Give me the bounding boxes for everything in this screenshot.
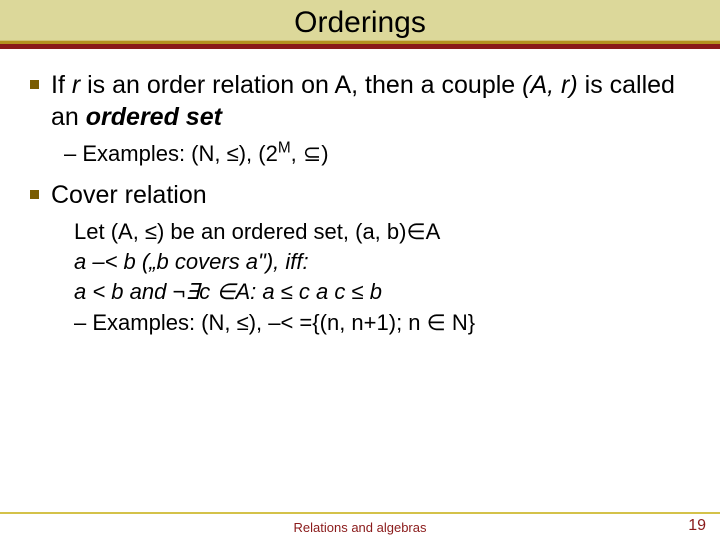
title-divider — [0, 46, 720, 49]
bullet-1-text: If r is an order relation on A, then a c… — [51, 69, 690, 133]
bullet-2-body: Let (A, ≤) be an ordered set, (a, b)∈A a… — [74, 217, 690, 338]
page-number: 19 — [688, 517, 706, 535]
bullet-1-example: Examples: (N, ≤), (2M, ⊆) — [64, 139, 690, 169]
bullet-2-example: Examples: (N, ≤), –< ={(n, n+1); n ∈ N} — [74, 308, 690, 338]
cover-line-1: Let (A, ≤) be an ordered set, (a, b)∈A — [74, 217, 690, 247]
cover-line-2: a –< b („b covers a"), iff: — [74, 247, 690, 277]
bullet-square-icon — [30, 80, 39, 89]
bullet-2: Cover relation — [30, 179, 690, 211]
bullet-2-text: Cover relation — [51, 179, 207, 211]
bullet-1: If r is an order relation on A, then a c… — [30, 69, 690, 133]
footer: Relations and algebras 19 — [0, 512, 720, 540]
cover-line-3: a < b and ¬∃c ∈A: a ≤ c a c ≤ b — [74, 277, 690, 307]
slide-content: If r is an order relation on A, then a c… — [0, 51, 720, 540]
slide-title: Orderings — [0, 6, 720, 40]
bullet-square-icon — [30, 190, 39, 199]
footer-title: Relations and algebras — [294, 520, 427, 535]
title-bar: Orderings — [0, 0, 720, 46]
